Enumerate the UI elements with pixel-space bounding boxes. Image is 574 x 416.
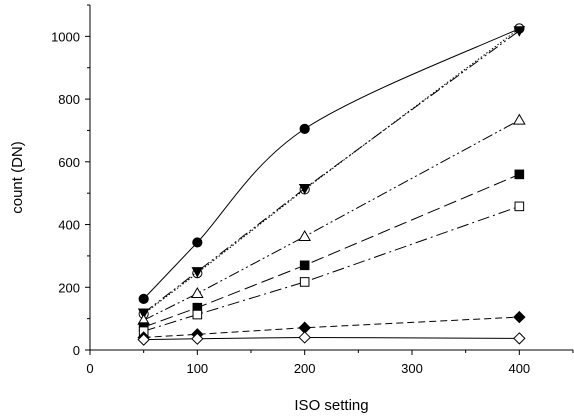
series-line — [143, 336, 520, 341]
series-line — [143, 28, 520, 300]
series-open-square — [138, 201, 525, 336]
series-open-triangle — [137, 113, 526, 325]
series-line — [143, 30, 520, 314]
y-tick-label: 800 — [58, 92, 80, 107]
data-point-open-diamond — [137, 333, 150, 346]
data-point-filled-diamond — [513, 310, 526, 324]
y-tick-label: 0 — [73, 343, 80, 358]
x-axis-title: ISO setting — [294, 397, 368, 414]
data-point-open-diamond — [298, 331, 311, 344]
y-tick-label: 1000 — [51, 29, 80, 44]
x-axis-ticks: 0 100 200 300 400 — [86, 350, 574, 376]
data-point-open-square — [192, 309, 203, 320]
y-tick-label: 400 — [58, 218, 80, 233]
series-line — [143, 316, 520, 338]
data-point-open-square — [299, 277, 310, 287]
data-point-filled-down-triangle — [513, 26, 526, 37]
series-layer — [137, 23, 526, 346]
data-point-open-triangle — [512, 113, 526, 125]
x-tick-label: 0 — [86, 361, 93, 376]
data-point-open-triangle — [298, 229, 312, 241]
series-line — [143, 119, 520, 321]
plot-area: 0 100 200 300 400 0 200 400 600 800 1000 — [51, 4, 574, 376]
series-open-diamond — [137, 331, 526, 346]
series-filled-square — [138, 169, 525, 332]
data-point-filled-down-triangle — [191, 267, 204, 278]
x-tick-label: 100 — [186, 361, 208, 376]
data-point-filled-circle — [299, 123, 310, 134]
y-axis-ticks: 0 200 400 600 800 1000 — [51, 4, 90, 358]
series-line — [143, 173, 520, 328]
data-point-open-triangle — [190, 287, 204, 299]
data-point-open-diamond — [513, 332, 526, 345]
data-point-filled-square — [299, 260, 310, 271]
data-point-filled-down-triangle — [137, 308, 150, 320]
x-tick-label: 400 — [508, 361, 530, 376]
y-tick-label: 600 — [58, 155, 80, 170]
series-filled-circle — [138, 23, 525, 304]
y-tick-label: 200 — [58, 280, 80, 295]
y-axis-title: count (DN) — [9, 141, 26, 214]
data-point-filled-circle — [138, 293, 149, 304]
data-point-filled-down-triangle — [298, 183, 311, 195]
x-tick-label: 300 — [401, 361, 423, 376]
series-filled-down-triangle — [137, 26, 526, 320]
series-line — [143, 205, 520, 332]
data-point-filled-circle — [192, 237, 203, 248]
x-tick-label: 200 — [294, 361, 316, 376]
data-point-open-diamond — [191, 332, 204, 345]
data-point-open-square — [514, 201, 525, 212]
data-point-filled-square — [514, 169, 525, 180]
